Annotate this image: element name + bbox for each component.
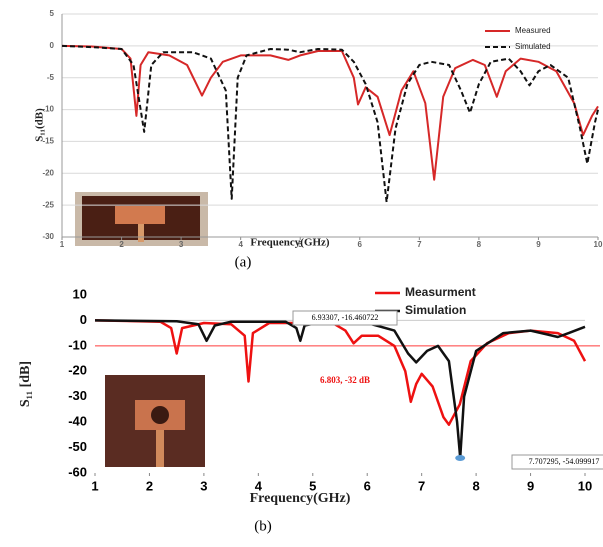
y-tick-label: -25 (42, 200, 54, 209)
x-tick-label: 6 (358, 240, 363, 249)
x-tick-label: 9 (536, 240, 541, 249)
y-tick-label: -40 (68, 414, 87, 429)
x-tick-label: 10 (578, 478, 592, 493)
x-tick-label: 9 (527, 478, 534, 493)
annotation: 6.93307, -16.460722 (312, 313, 379, 322)
annotation: 7.707295, -54.099917 (529, 457, 600, 466)
y-tick-label: 0 (50, 41, 55, 50)
y-tick-label: 10 (73, 286, 87, 301)
inset-slot (151, 406, 169, 424)
y-tick-label: -20 (68, 363, 87, 378)
y-tick-label: -15 (42, 137, 54, 146)
x-tick-label: 2 (146, 478, 153, 493)
inset-feed (156, 430, 164, 467)
y-tick-label: -20 (42, 168, 54, 177)
series-line (94, 319, 586, 459)
caption: (a) (235, 254, 252, 270)
x-tick-label: 3 (200, 478, 207, 493)
y-tick-label: -30 (68, 388, 87, 403)
inset-feed (138, 224, 144, 242)
series-line (94, 319, 587, 426)
series-line (61, 44, 599, 203)
x-tick-label: 4 (255, 478, 263, 493)
series-line (61, 44, 599, 181)
y-tick-label: -10 (42, 105, 54, 114)
y-axis-label: S₁₁(dB) (34, 108, 46, 142)
x-tick-label: 6 (364, 478, 371, 493)
inset-patch (115, 206, 165, 224)
legend-label: Simulation (405, 303, 466, 317)
x-tick-label: 5 (298, 240, 303, 249)
x-tick-label: 5 (309, 478, 316, 493)
x-tick-label: 8 (472, 478, 479, 493)
x-tick-label: 3 (179, 240, 184, 249)
x-tick-label: 4 (238, 240, 243, 249)
x-tick-label: 10 (594, 240, 603, 249)
y-axis-label: S₁₁ [dB] (18, 361, 33, 407)
legend-label: Measurment (405, 285, 476, 299)
y-tick-label: 0 (80, 312, 87, 327)
marker (455, 454, 466, 461)
x-tick-label: 8 (477, 240, 482, 249)
x-axis-label: Frequency(GHz) (250, 491, 351, 506)
y-tick-label: -10 (68, 337, 87, 352)
legend-label: Measured (515, 26, 551, 35)
y-tick-label: 5 (50, 9, 55, 18)
annotation-box (511, 454, 603, 470)
x-axis-label: Frequency(GHz) (250, 237, 330, 249)
legend-label: Simulated (515, 42, 551, 51)
y-tick-label: -60 (68, 464, 87, 479)
annotation-box (292, 310, 398, 326)
x-tick-label: 7 (418, 478, 425, 493)
annotation: 6.803, -32 dB (320, 375, 370, 385)
x-tick-label: 1 (91, 478, 98, 493)
x-tick-label: 1 (60, 240, 65, 249)
y-tick-label: -30 (42, 232, 54, 241)
x-tick-label: 2 (119, 240, 124, 249)
caption: (b) (254, 518, 272, 534)
y-tick-label: -5 (47, 73, 55, 82)
x-tick-label: 7 (417, 240, 422, 249)
y-tick-label: -50 (68, 439, 87, 454)
